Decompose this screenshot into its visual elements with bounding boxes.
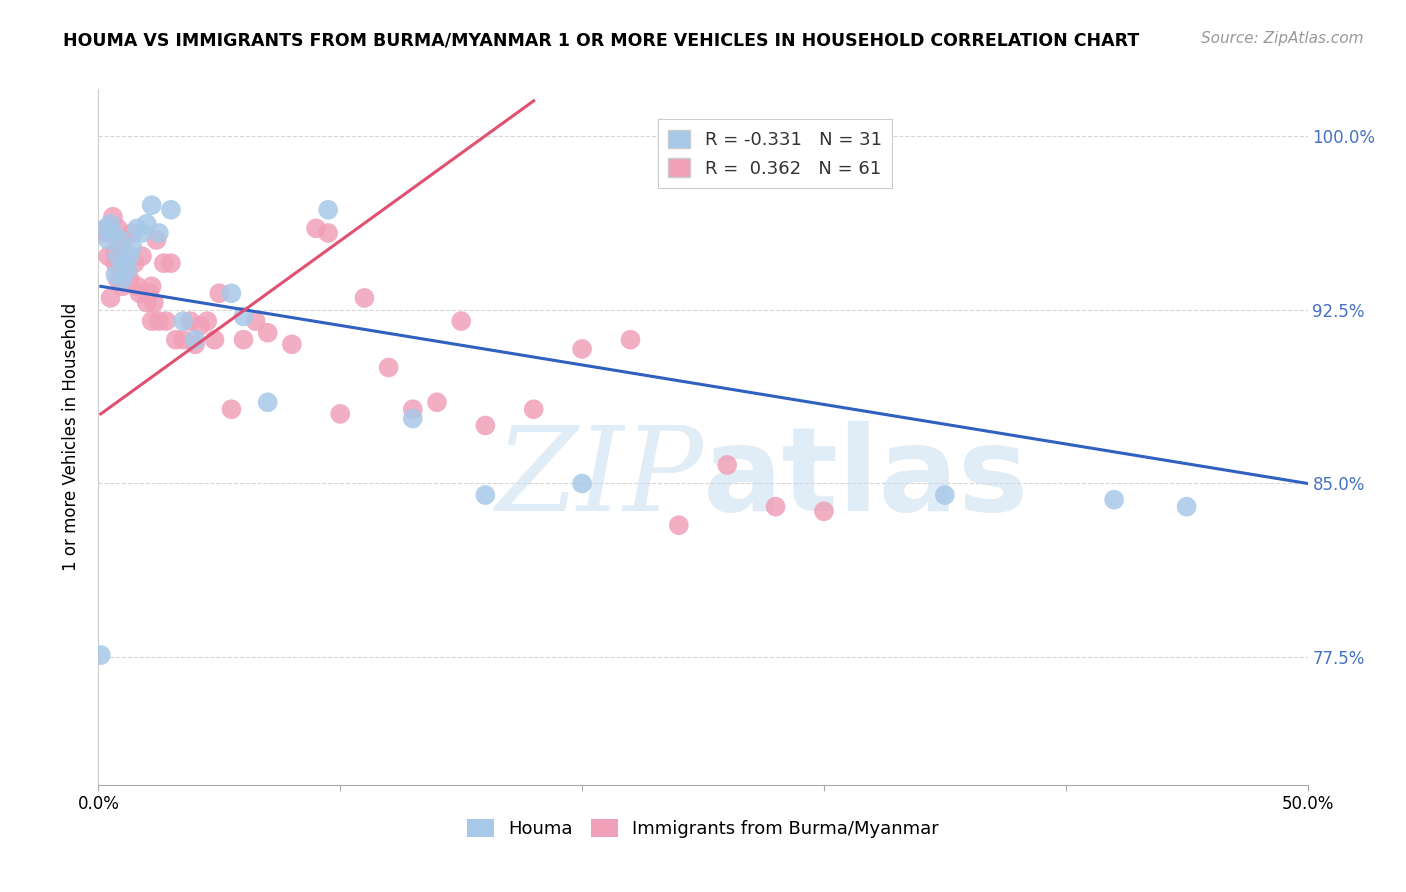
- Point: [813, 504, 835, 518]
- Point: [118, 249, 141, 263]
- Point: [184, 337, 207, 351]
- Point: [94, 221, 117, 235]
- Point: [148, 226, 170, 240]
- Point: [131, 226, 153, 240]
- Point: [100, 291, 122, 305]
- Y-axis label: 1 or more Vehicles in Household: 1 or more Vehicles in Household: [62, 303, 80, 571]
- Point: [1175, 500, 1198, 514]
- Text: atlas: atlas: [703, 421, 1029, 536]
- Point: [111, 233, 134, 247]
- Point: [232, 333, 254, 347]
- Point: [377, 360, 399, 375]
- Point: [121, 240, 143, 254]
- Point: [329, 407, 352, 421]
- Point: [184, 333, 207, 347]
- Text: ZIP: ZIP: [495, 421, 703, 536]
- Point: [353, 291, 375, 305]
- Point: [281, 337, 304, 351]
- Point: [97, 233, 120, 247]
- Legend: Houma, Immigrants from Burma/Myanmar: Houma, Immigrants from Burma/Myanmar: [460, 812, 946, 846]
- Point: [172, 314, 194, 328]
- Point: [135, 217, 157, 231]
- Point: [143, 295, 166, 310]
- Point: [100, 217, 122, 231]
- Point: [256, 326, 278, 340]
- Point: [104, 268, 127, 282]
- Point: [221, 286, 243, 301]
- Point: [426, 395, 449, 409]
- Point: [668, 518, 690, 533]
- Point: [195, 314, 218, 328]
- Point: [135, 295, 157, 310]
- Point: [619, 333, 641, 347]
- Point: [141, 198, 163, 212]
- Point: [474, 488, 496, 502]
- Point: [571, 476, 593, 491]
- Point: [107, 272, 129, 286]
- Point: [104, 256, 127, 270]
- Point: [108, 233, 131, 247]
- Point: [127, 221, 149, 235]
- Point: [117, 263, 139, 277]
- Point: [111, 279, 134, 293]
- Point: [128, 286, 150, 301]
- Point: [114, 256, 136, 270]
- Point: [145, 233, 167, 247]
- Point: [101, 210, 124, 224]
- Text: Source: ZipAtlas.com: Source: ZipAtlas.com: [1201, 31, 1364, 46]
- Point: [245, 314, 267, 328]
- Point: [138, 286, 160, 301]
- Point: [402, 402, 425, 417]
- Point: [127, 279, 149, 293]
- Point: [474, 418, 496, 433]
- Point: [172, 333, 194, 347]
- Point: [90, 648, 112, 662]
- Point: [934, 488, 956, 502]
- Point: [91, 226, 114, 240]
- Point: [131, 249, 153, 263]
- Point: [148, 314, 170, 328]
- Point: [160, 256, 183, 270]
- Point: [111, 272, 134, 286]
- Point: [316, 226, 339, 240]
- Point: [155, 314, 177, 328]
- Point: [94, 221, 117, 235]
- Point: [208, 286, 231, 301]
- Point: [221, 402, 243, 417]
- Point: [204, 333, 226, 347]
- Point: [121, 226, 143, 240]
- Point: [450, 314, 472, 328]
- Point: [114, 249, 136, 263]
- Point: [124, 256, 146, 270]
- Point: [402, 411, 425, 425]
- Point: [256, 395, 278, 409]
- Point: [117, 263, 139, 277]
- Point: [716, 458, 738, 472]
- Point: [165, 333, 187, 347]
- Point: [571, 342, 593, 356]
- Point: [107, 221, 129, 235]
- Point: [1102, 492, 1125, 507]
- Point: [765, 500, 787, 514]
- Point: [107, 249, 129, 263]
- Point: [141, 314, 163, 328]
- Point: [152, 256, 174, 270]
- Point: [305, 221, 328, 235]
- Text: HOUMA VS IMMIGRANTS FROM BURMA/MYANMAR 1 OR MORE VEHICLES IN HOUSEHOLD CORRELATI: HOUMA VS IMMIGRANTS FROM BURMA/MYANMAR 1…: [63, 31, 1139, 49]
- Point: [232, 310, 254, 324]
- Point: [104, 244, 127, 259]
- Point: [316, 202, 339, 217]
- Point: [179, 314, 201, 328]
- Point: [108, 256, 131, 270]
- Point: [523, 402, 546, 417]
- Point: [100, 226, 122, 240]
- Point: [97, 249, 120, 263]
- Point: [101, 226, 124, 240]
- Point: [160, 202, 183, 217]
- Point: [141, 279, 163, 293]
- Point: [188, 318, 211, 333]
- Point: [118, 272, 141, 286]
- Point: [108, 240, 131, 254]
